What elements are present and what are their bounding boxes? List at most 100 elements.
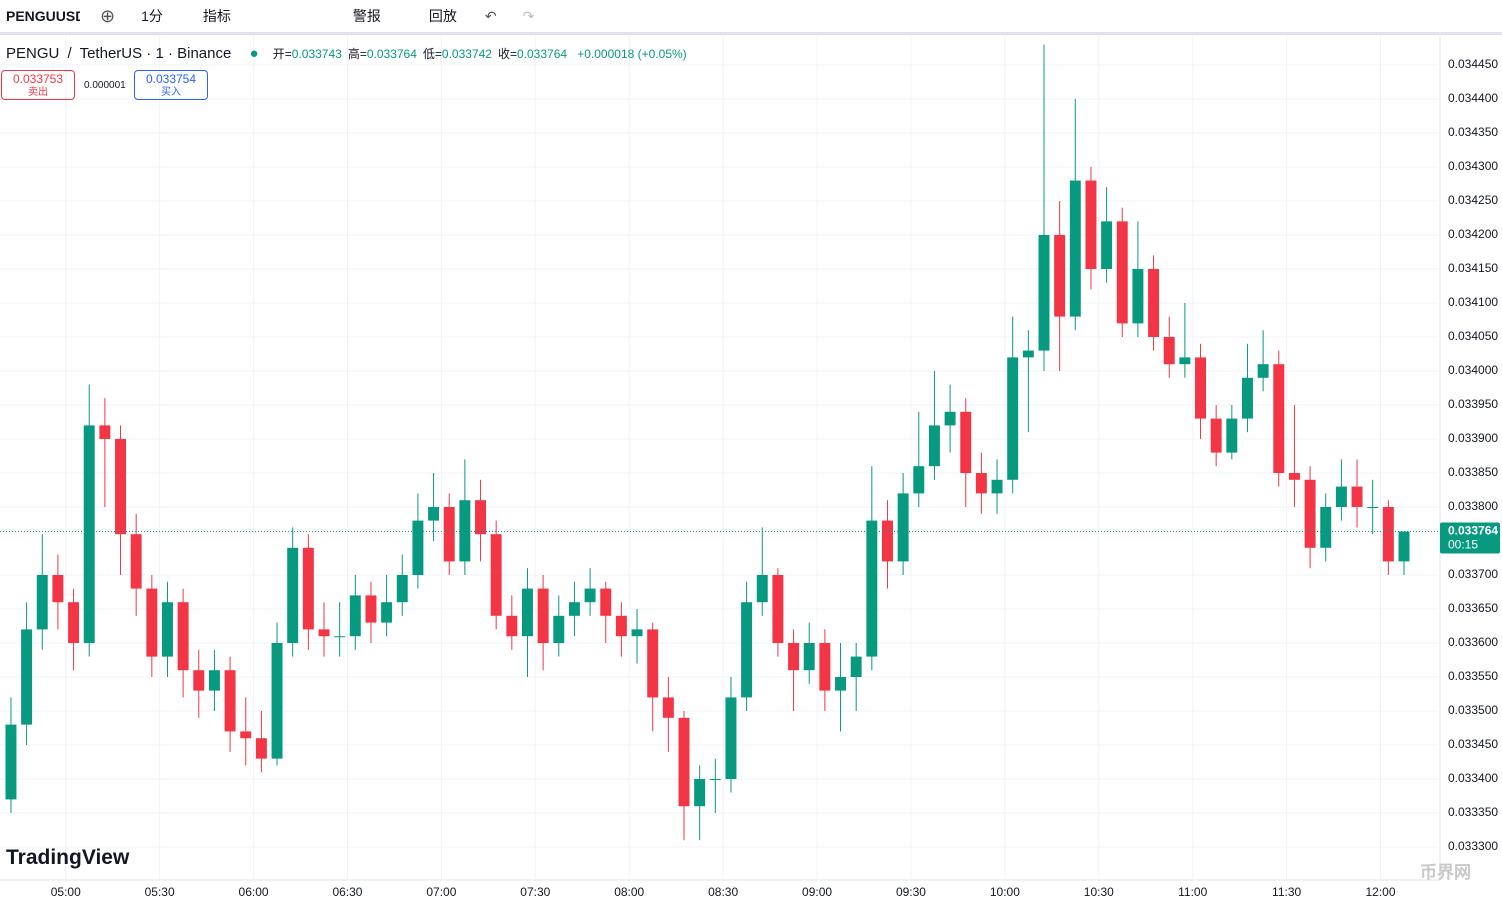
candle-body bbox=[568, 602, 580, 616]
candle-body bbox=[115, 438, 126, 535]
buy-label: 买入 bbox=[161, 87, 181, 98]
replay[interactable]: 回放 bbox=[428, 8, 457, 24]
symbol-search[interactable]: PENGUUSDT bbox=[6, 8, 80, 24]
y-tick-label: 0.034350 bbox=[1448, 125, 1498, 139]
candle-body bbox=[428, 506, 440, 521]
x-tick-label: 10:00 bbox=[990, 885, 1020, 898]
logo: TradingView bbox=[6, 846, 130, 869]
candle-body bbox=[1398, 531, 1410, 562]
candle-body bbox=[897, 493, 909, 562]
x-tick-label: 08:30 bbox=[708, 885, 738, 898]
redo[interactable]: ↷ bbox=[522, 7, 535, 24]
x-tick-label: 07:00 bbox=[426, 885, 456, 898]
ohlc: 开=0.033743 高=0.033764 低=0.033742 收=0.033764 bbox=[273, 45, 573, 62]
candle-body bbox=[756, 575, 768, 603]
candle-body bbox=[443, 506, 455, 562]
candle-body bbox=[662, 697, 674, 718]
candle-body bbox=[1101, 221, 1113, 269]
candle-body bbox=[944, 411, 956, 426]
candle-body bbox=[506, 615, 518, 637]
candle-body bbox=[694, 779, 706, 807]
y-tick-label: 0.034400 bbox=[1448, 91, 1498, 105]
alert[interactable]: 警报 bbox=[352, 8, 381, 24]
candle-body bbox=[52, 575, 64, 603]
buy-button[interactable]: 0.033754 买入 bbox=[134, 70, 208, 100]
candle-body bbox=[1069, 180, 1081, 317]
x-tick-label: 10:30 bbox=[1084, 885, 1114, 898]
description: TetherUS · 1 · Binance bbox=[79, 45, 232, 62]
candle-body bbox=[271, 643, 283, 759]
candle-body bbox=[5, 724, 17, 800]
x-tick-label: 06:30 bbox=[332, 885, 362, 898]
candle-body bbox=[21, 629, 33, 725]
y-tick-label: 0.034100 bbox=[1448, 295, 1498, 309]
ohlc-label: 开= bbox=[272, 47, 292, 61]
candle-body bbox=[475, 500, 486, 535]
candle-body bbox=[349, 595, 361, 637]
y-tick-label: 0.034150 bbox=[1448, 261, 1498, 275]
candle-body bbox=[882, 520, 893, 562]
y-tick-label: 0.034050 bbox=[1448, 329, 1498, 343]
candle-body bbox=[302, 547, 314, 630]
interval[interactable]: 1分 bbox=[141, 8, 163, 24]
x-tick-label: 09:30 bbox=[896, 885, 926, 898]
slash: / bbox=[67, 45, 72, 62]
candle-body bbox=[1382, 506, 1394, 562]
candle-body bbox=[1007, 357, 1019, 480]
x-tick-label: 11:00 bbox=[1178, 885, 1207, 898]
candle-body bbox=[396, 575, 408, 603]
candle-body bbox=[803, 643, 815, 671]
ohlc-label: 收= bbox=[497, 47, 517, 61]
candle-body bbox=[381, 602, 393, 623]
y-tick-label: 0.033300 bbox=[1448, 839, 1498, 853]
y-tick-label: 0.033600 bbox=[1448, 635, 1498, 649]
candle-body bbox=[1242, 377, 1253, 419]
y-tick-label: 0.034300 bbox=[1448, 159, 1498, 173]
candle-body bbox=[240, 731, 252, 739]
status-dot: ● bbox=[249, 45, 259, 62]
candle-body bbox=[1163, 336, 1175, 365]
undo[interactable]: ↶ bbox=[484, 7, 497, 24]
candle-body bbox=[490, 534, 502, 616]
candle-body bbox=[850, 656, 862, 678]
sell-button[interactable]: 0.033753 卖出 bbox=[1, 70, 75, 100]
candle-body bbox=[1335, 486, 1347, 507]
candle-body bbox=[1273, 364, 1285, 473]
candle-body bbox=[678, 717, 690, 807]
ohlc-value: 0.033764 bbox=[517, 47, 568, 61]
y-tick-label: 0.033350 bbox=[1448, 805, 1498, 819]
candle-body bbox=[913, 466, 925, 494]
x-tick-label: 12:00 bbox=[1366, 885, 1396, 898]
candle-body bbox=[1257, 364, 1269, 378]
candle-body bbox=[709, 779, 721, 781]
candle-body bbox=[741, 602, 753, 698]
candle-body bbox=[991, 479, 1003, 494]
candle-body bbox=[1179, 357, 1191, 365]
ohlc-value: 0.033764 bbox=[366, 47, 417, 61]
candle-body bbox=[162, 602, 173, 657]
candle-body bbox=[1288, 472, 1300, 480]
candle-body bbox=[584, 588, 596, 603]
buy-price: 0.033754 bbox=[145, 72, 197, 86]
indicators[interactable]: 指标 bbox=[202, 8, 231, 24]
ohlc-value: 0.033743 bbox=[291, 47, 342, 61]
candle-body bbox=[975, 472, 987, 494]
y-tick-label: 0.033900 bbox=[1448, 431, 1498, 445]
watermark: 币界网 bbox=[1420, 863, 1471, 882]
last-price-label: 0.033764 bbox=[1448, 524, 1498, 538]
candle-body bbox=[960, 411, 972, 473]
candle-body bbox=[647, 629, 659, 698]
candle-body bbox=[1022, 350, 1034, 358]
candle-body bbox=[1038, 234, 1050, 351]
x-tick-label: 07:30 bbox=[520, 885, 550, 898]
candle-body bbox=[68, 602, 80, 644]
candle-body bbox=[459, 500, 471, 562]
x-tick-label: 06:00 bbox=[239, 885, 269, 898]
y-tick-label: 0.034000 bbox=[1448, 363, 1498, 377]
add-symbol[interactable]: ⊕ bbox=[100, 5, 116, 26]
sell-price: 0.033753 bbox=[12, 72, 64, 86]
ohlc-value: 0.033742 bbox=[441, 47, 492, 61]
symbol[interactable]: PENGU bbox=[6, 45, 60, 62]
candle-body bbox=[146, 588, 158, 657]
